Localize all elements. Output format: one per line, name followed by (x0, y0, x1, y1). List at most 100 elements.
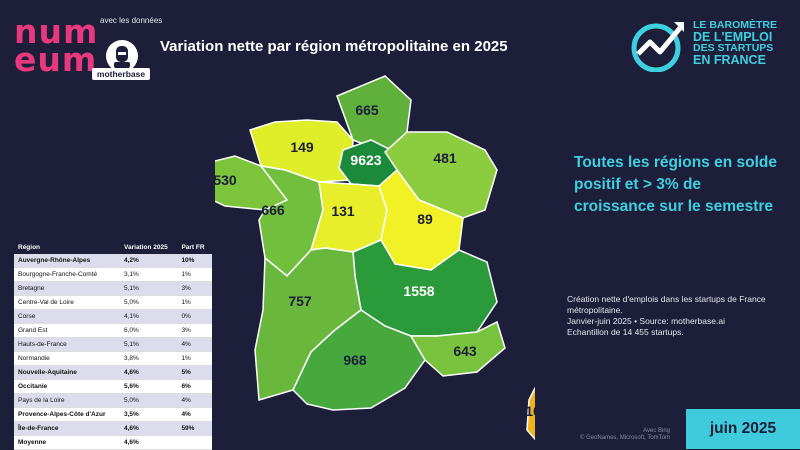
page-title: Variation nette par région métropolitain… (160, 38, 508, 55)
cell-part: 4% (177, 393, 212, 408)
region-value-label: 665 (355, 102, 379, 118)
numeum-logo: num eum (14, 15, 98, 79)
table-row: Corse 4,1% 0% (14, 309, 212, 324)
region-table: Région Variation 2025 Part FR Auvergne-R… (14, 240, 212, 450)
motherbase-mascot-icon (106, 40, 138, 72)
cell-variation: 5,1% (120, 337, 178, 352)
table-row: Bretagne 5,1% 3% (14, 281, 212, 296)
cell-region: Provence-Alpes-Côte d'Azur (14, 407, 121, 422)
cell-part: 59% (177, 421, 212, 436)
cell-region: Centre-Val de Loire (14, 295, 121, 310)
table-row: Centre-Val de Loire 5,0% 1% (14, 295, 212, 310)
cell-part: 1% (177, 351, 212, 366)
cell-region: Grand Est (14, 323, 121, 338)
barometer-line-3: DES STARTUPS (693, 42, 774, 54)
cell-part: 0% (177, 309, 212, 324)
cell-part: 1% (177, 267, 212, 282)
logo-line-2: eum (14, 40, 98, 79)
cell-region: Occitanie (14, 379, 121, 394)
cell-part: 3% (177, 323, 212, 338)
cell-part: 1% (177, 295, 212, 310)
headline-text: Toutes les régions en solde positif et >… (574, 154, 777, 215)
cell-part: 5% (177, 365, 212, 380)
table-header-row: Région Variation 2025 Part FR (14, 240, 212, 254)
cell-variation: 3,5% (120, 407, 178, 422)
table-row: Provence-Alpes-Côte d'Azur 3,5% 4% (14, 407, 212, 422)
note-line-2: Janvier-juin 2025 • Source: motherbase.a… (567, 316, 725, 326)
cell-region: Bourgogne-Franche-Comté (14, 267, 121, 282)
cell-variation: 4,2% (120, 254, 178, 268)
barometer-line-1: LE BAROMÈTRE (693, 19, 777, 31)
date-badge: juin 2025 (686, 409, 800, 449)
cell-variation: 3,1% (120, 267, 178, 282)
cell-region: Moyenne (14, 435, 121, 450)
table-row: Normandie 3,8% 1% (14, 351, 212, 366)
motherbase-logo: motherbase (92, 40, 156, 84)
region-shape (526, 387, 535, 441)
cell-variation: 5,1% (120, 281, 178, 296)
cell-variation: 4,6% (120, 435, 178, 450)
barometer-text: LE BAROMÈTRE DE L'EMPLOI DES STARTUPS EN… (693, 19, 777, 67)
region-value-label: 89 (417, 211, 433, 227)
table-row: Occitanie 5,6% 6% (14, 379, 212, 394)
cell-part: 6% (177, 379, 212, 394)
cell-variation: 5,6% (120, 379, 178, 394)
cell-part: 4% (177, 407, 212, 422)
table-row: Hauts-de-France 5,1% 4% (14, 337, 212, 352)
region-value-label: 968 (343, 352, 367, 368)
table-row: Bourgogne-Franche-Comté 3,1% 1% (14, 267, 212, 282)
cell-part: 10% (177, 254, 212, 268)
map-credit-line-2: © GeoNames, Microsoft, TomTom (580, 435, 670, 441)
header-variation: Variation 2025 (120, 240, 178, 254)
cell-variation: 3,8% (120, 351, 178, 366)
region-value-label: 131 (331, 203, 355, 219)
cell-region: Bretagne (14, 281, 121, 296)
note-line-3: Echantillon de 14 455 startups. (567, 327, 684, 337)
region-value-label: 10 (525, 403, 535, 419)
cell-variation: 4,1% (120, 309, 178, 324)
table-row: Grand Est 6,0% 3% (14, 323, 212, 338)
table-row: Pays de la Loire 5,0% 4% (14, 393, 212, 408)
map-credit: Avec Bing © GeoNames, Microsoft, TomTom (540, 428, 670, 442)
source-description: Création nette d'emplois dans les startu… (567, 294, 792, 338)
france-region-map: 665 149 9623 481 530 666 131 89 1558 757 968 643 10 (215, 75, 535, 441)
cell-variation: 4,6% (120, 365, 178, 380)
table-row: Nouvelle-Aquitaine 4,6% 5% (14, 365, 212, 380)
cell-variation: 6,0% (120, 323, 178, 338)
region-value-label: 530 (215, 172, 237, 188)
header-region: Région (14, 240, 121, 254)
region-shape (409, 320, 506, 377)
region-value-label: 666 (261, 202, 285, 218)
cell-part (177, 435, 212, 450)
table-row: Auvergne-Rhône-Alpes 4,2% 10% (14, 254, 212, 268)
cell-region: Île-de-France (14, 421, 121, 436)
cell-region: Pays de la Loire (14, 393, 121, 408)
cell-variation: 5,0% (120, 295, 178, 310)
region-value-label: 149 (290, 139, 314, 155)
cell-part: 3% (177, 281, 212, 296)
note-line-1: Création nette d'emplois dans les startu… (567, 294, 766, 315)
barometer-logo: LE BAROMÈTRE DE L'EMPLOI DES STARTUPS EN… (630, 14, 792, 76)
region-value-label: 757 (288, 293, 312, 309)
region-value-label: 643 (453, 343, 477, 359)
motherbase-label: motherbase (92, 68, 150, 80)
source-note: avec les données (100, 16, 163, 25)
cell-region: Corse (14, 309, 121, 324)
barometer-line-2: DE L'EMPLOI (693, 30, 773, 44)
cell-region: Nouvelle-Aquitaine (14, 365, 121, 380)
table-row: Île-de-France 4,6% 59% (14, 421, 212, 436)
cell-region: Normandie (14, 351, 121, 366)
trend-chart-icon (631, 22, 684, 72)
header-part: Part FR (177, 240, 212, 254)
cell-region: Auvergne-Rhône-Alpes (14, 254, 121, 268)
map-credit-line-1: Avec Bing (643, 428, 670, 434)
region-value-label: 1558 (403, 283, 434, 299)
cell-region: Hauts-de-France (14, 337, 121, 352)
cell-variation: 4,6% (120, 421, 178, 436)
barometer-line-4: EN FRANCE (693, 53, 766, 67)
region-value-label: 481 (433, 150, 457, 166)
table-row: Moyenne 4,6% (14, 435, 212, 450)
region-value-label: 9623 (350, 152, 381, 168)
cell-variation: 5,0% (120, 393, 178, 408)
cell-part: 4% (177, 337, 212, 352)
